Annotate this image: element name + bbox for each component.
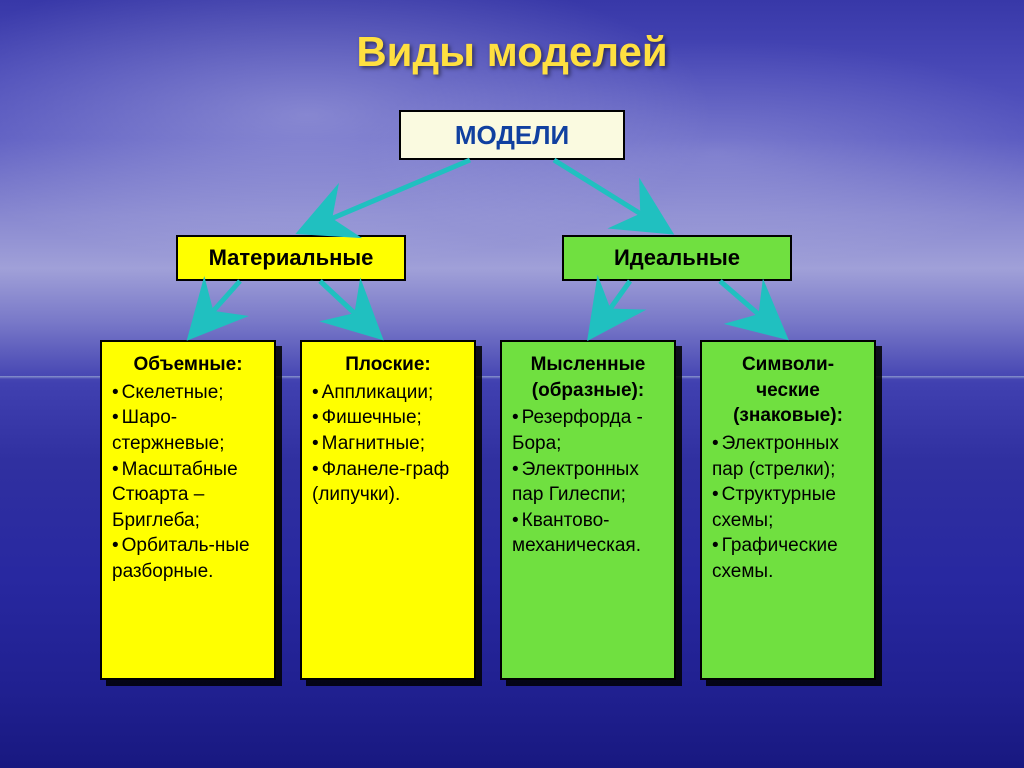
detail-heading: Объемные: — [112, 352, 264, 378]
detail-list: Аппликации;Фишечные;Магнитные;Фланеле-гр… — [312, 380, 464, 508]
list-item: Электронных пар (стрелки); — [712, 431, 864, 482]
slide-title: Виды моделей — [0, 28, 1024, 76]
list-item: Структурные схемы; — [712, 482, 864, 533]
list-item: Электронных пар Гилеспи; — [512, 457, 664, 508]
detail-list: Электронных пар (стрелки);Структурные сх… — [712, 431, 864, 585]
detail-flat: Плоские: Аппликации;Фишечные;Магнитные;Ф… — [300, 340, 476, 680]
category-ideal: Идеальные — [562, 235, 792, 281]
root-node: МОДЕЛИ — [399, 110, 625, 160]
detail-heading: Мысленные (образные): — [512, 352, 664, 403]
detail-list: Скелетные;Шаро-стержневые;Масштабные Стю… — [112, 380, 264, 585]
list-item: Орбиталь-ные разборные. — [112, 533, 264, 584]
list-item: Скелетные; — [112, 380, 264, 406]
list-item: Фишечные; — [312, 405, 464, 431]
list-item: Графические схемы. — [712, 533, 864, 584]
category-material: Материальные — [176, 235, 406, 281]
detail-heading: Символи-ческие (знаковые): — [712, 352, 864, 429]
list-item: Аппликации; — [312, 380, 464, 406]
list-item: Шаро-стержневые; — [112, 405, 264, 456]
detail-symbolic: Символи-ческие (знаковые): Электронных п… — [700, 340, 876, 680]
category-material-label: Материальные — [209, 245, 374, 271]
detail-list: Резерфорда - Бора;Электронных пар Гилесп… — [512, 405, 664, 559]
list-item: Резерфорда - Бора; — [512, 405, 664, 456]
list-item: Квантово-механическая. — [512, 508, 664, 559]
category-ideal-label: Идеальные — [614, 245, 740, 271]
list-item: Масштабные Стюарта – Бриглеба; — [112, 457, 264, 534]
list-item: Фланеле-граф (липучки). — [312, 457, 464, 508]
detail-volumetric: Объемные: Скелетные;Шаро-стержневые;Масш… — [100, 340, 276, 680]
list-item: Магнитные; — [312, 431, 464, 457]
detail-mental: Мысленные (образные): Резерфорда - Бора;… — [500, 340, 676, 680]
root-label: МОДЕЛИ — [455, 120, 569, 151]
detail-heading: Плоские: — [312, 352, 464, 378]
